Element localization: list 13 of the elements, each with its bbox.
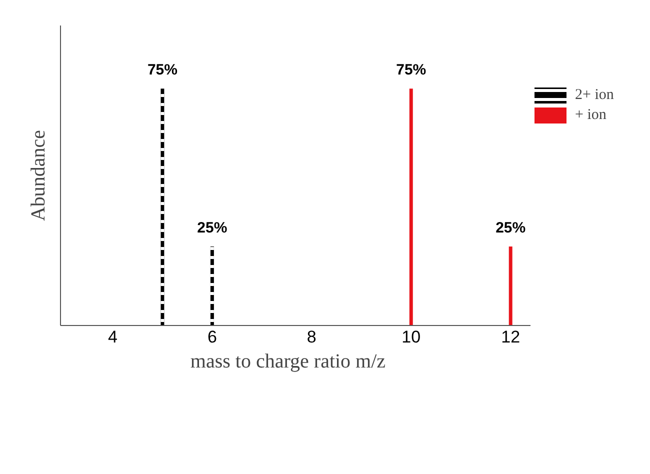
x-tick-label: 6 [207, 328, 217, 346]
legend-label: 2+ ion [575, 86, 614, 104]
data-label: 75% [147, 62, 178, 79]
data-label: 25% [197, 220, 228, 237]
x-tick-label: 12 [501, 328, 520, 346]
data-label: 75% [396, 62, 426, 79]
data-label: 25% [496, 220, 526, 237]
x-tick-label: 4 [108, 328, 118, 346]
y-axis-title: Abundance [28, 130, 50, 222]
x-tick-label: 10 [402, 328, 421, 346]
x-tick-label: 8 [306, 328, 316, 346]
x-axis-title: mass to charge ratio m/z [190, 350, 386, 372]
legend-label: + ion [575, 106, 606, 124]
